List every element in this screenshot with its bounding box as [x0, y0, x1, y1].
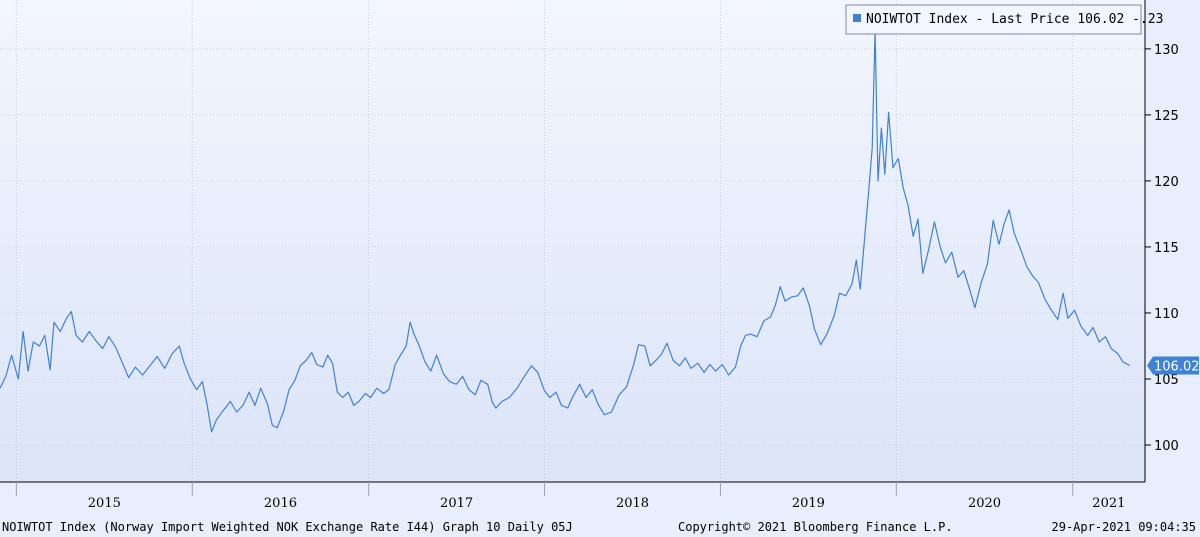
y-tick-label: 115: [1154, 241, 1179, 256]
y-tick-label: 130: [1154, 43, 1179, 58]
footer: NOIWTOT Index (Norway Import Weighted NO…: [2, 520, 1196, 534]
x-tick-label: 2016: [264, 496, 297, 511]
legend: NOIWTOT Index - Last Price 106.02 -.23: [845, 4, 1163, 35]
footer-timestamp: 29-Apr-2021 09:04:35: [1052, 520, 1197, 534]
last-price-label: 106.02: [1154, 360, 1200, 375]
series-line-noiwtot: [0, 29, 1130, 433]
grid: [0, 0, 1145, 482]
series-group: [0, 29, 1130, 433]
x-tick-label: 2015: [88, 496, 121, 511]
y-tick-label: 120: [1154, 175, 1179, 190]
last-price-marker: 106.02: [1147, 356, 1200, 375]
plot-area: [0, 0, 1145, 482]
footer-copyright: Copyright© 2021 Bloomberg Finance L.P.: [678, 520, 953, 534]
legend-text: NOIWTOT Index - Last Price 106.02 -.23: [866, 12, 1163, 27]
y-tick-label: 110: [1154, 307, 1179, 322]
x-tick-label: 2019: [792, 496, 825, 511]
x-tick-label: 2018: [616, 496, 649, 511]
x-tick-label: 2020: [968, 496, 1001, 511]
y-tick-label: 100: [1154, 439, 1179, 454]
x-tick-label: 2021: [1092, 496, 1125, 511]
y-tick-label: 125: [1154, 109, 1179, 124]
legend-swatch: [853, 14, 861, 22]
x-axis: 2015 2016 2017 2018 2019 2020 2021: [15, 482, 1125, 511]
y-tick-label: 105: [1154, 373, 1179, 388]
y-axis: 100 105 110 115 120 125 130: [1145, 43, 1179, 454]
footer-left: NOIWTOT Index (Norway Import Weighted NO…: [2, 520, 573, 534]
last-price-box: [1147, 356, 1199, 375]
legend-box: [845, 4, 1142, 35]
x-tick-label: 2017: [440, 496, 473, 511]
